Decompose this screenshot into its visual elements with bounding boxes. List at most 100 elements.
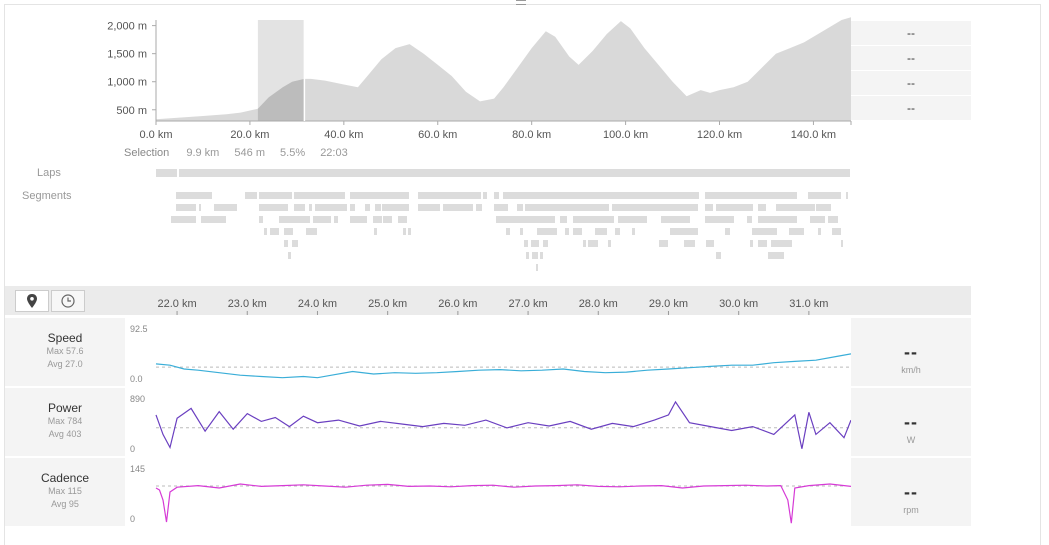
segment-bar[interactable] — [279, 216, 310, 223]
segment-bar[interactable] — [503, 192, 699, 199]
segment-bar[interactable] — [483, 192, 487, 199]
segment-bar[interactable] — [526, 252, 529, 259]
segment-bar[interactable] — [705, 204, 713, 211]
segment-bar[interactable] — [292, 240, 298, 247]
segment-bar[interactable] — [524, 240, 528, 247]
segment-bar[interactable] — [350, 216, 367, 223]
segment-bar[interactable] — [828, 216, 838, 223]
segment-bar[interactable] — [588, 240, 598, 247]
segment-bar[interactable] — [716, 252, 721, 259]
segment-bar[interactable] — [259, 216, 263, 223]
segment-bar[interactable] — [176, 204, 196, 211]
segment-bar[interactable] — [264, 228, 267, 235]
segment-bar[interactable] — [496, 216, 555, 223]
time-view-button[interactable] — [51, 290, 85, 312]
segment-bar[interactable] — [608, 240, 611, 247]
segment-bar[interactable] — [334, 216, 338, 223]
segment-bar[interactable] — [618, 216, 647, 223]
segment-bar[interactable] — [706, 240, 714, 247]
power-chart[interactable] — [125, 388, 851, 458]
segment-bar[interactable] — [403, 228, 406, 235]
segment-bar[interactable] — [543, 240, 548, 247]
segment-bar[interactable] — [494, 204, 508, 211]
segment-bar[interactable] — [270, 228, 279, 235]
segment-bar[interactable] — [309, 204, 312, 211]
segment-bar[interactable] — [383, 216, 392, 223]
segment-bar[interactable] — [789, 228, 804, 235]
segment-bar[interactable] — [771, 240, 792, 247]
cadence-chart[interactable] — [125, 458, 851, 528]
segment-bar[interactable] — [284, 228, 293, 235]
segment-bar[interactable] — [259, 192, 292, 199]
segment-bar[interactable] — [418, 204, 440, 211]
segment-bar[interactable] — [768, 252, 784, 259]
segment-bar[interactable] — [536, 264, 538, 271]
segment-bar[interactable] — [573, 216, 614, 223]
segment-bar[interactable] — [214, 204, 237, 211]
segment-bar[interactable] — [725, 228, 730, 235]
segment-bar[interactable] — [583, 240, 586, 247]
segment-bar[interactable] — [758, 216, 797, 223]
segment-bar[interactable] — [659, 240, 668, 247]
segment-bar[interactable] — [531, 240, 539, 247]
segment-bar[interactable] — [476, 204, 482, 211]
segment-bar[interactable] — [259, 204, 288, 211]
segment-bar[interactable] — [375, 204, 381, 211]
segment-bar[interactable] — [705, 216, 734, 223]
segment-bar[interactable] — [716, 204, 753, 211]
segment-bar[interactable] — [315, 204, 347, 211]
segment-bar[interactable] — [373, 216, 382, 223]
segment-bar[interactable] — [382, 204, 409, 211]
lap-bar[interactable] — [179, 169, 850, 177]
segment-bar[interactable] — [808, 192, 841, 199]
segment-bar[interactable] — [294, 204, 305, 211]
segment-bar[interactable] — [818, 228, 821, 235]
drag-handle-icon[interactable] — [516, 0, 526, 5]
segment-bar[interactable] — [350, 192, 409, 199]
lap-bar[interactable] — [156, 169, 177, 177]
segment-bar[interactable] — [670, 228, 698, 235]
segment-bar[interactable] — [573, 228, 582, 235]
segment-bar[interactable] — [494, 192, 499, 199]
segment-bar[interactable] — [313, 216, 331, 223]
segment-bar[interactable] — [615, 228, 620, 235]
segment-bar[interactable] — [705, 192, 797, 199]
segment-bar[interactable] — [365, 204, 370, 211]
segment-bar[interactable] — [846, 192, 848, 199]
segment-bar[interactable] — [288, 252, 291, 259]
segment-bar[interactable] — [776, 204, 815, 211]
map-view-button[interactable] — [15, 290, 49, 312]
segment-bar[interactable] — [306, 228, 317, 235]
segment-bar[interactable] — [841, 240, 843, 247]
elevation-overview-chart[interactable]: 500 m 1,000 m 1,500 m 2,000 m 0.0 km 20.0 km… — [0, 0, 1049, 150]
segment-bar[interactable] — [540, 252, 543, 259]
segment-bar[interactable] — [350, 204, 355, 211]
segment-bar[interactable] — [684, 240, 695, 247]
segment-bar[interactable] — [816, 204, 831, 211]
segment-bar[interactable] — [532, 252, 538, 259]
segment-bar[interactable] — [661, 216, 690, 223]
segment-bar[interactable] — [758, 204, 766, 211]
segment-bar[interactable] — [201, 216, 226, 223]
segment-bar[interactable] — [560, 216, 567, 223]
segment-bar[interactable] — [245, 192, 257, 199]
speed-chart[interactable] — [125, 318, 851, 388]
segment-bar[interactable] — [565, 228, 569, 235]
segment-bar[interactable] — [747, 216, 752, 223]
segment-bar[interactable] — [506, 228, 510, 235]
segment-bar[interactable] — [199, 204, 201, 211]
segment-bar[interactable] — [517, 204, 523, 211]
segment-bar[interactable] — [810, 216, 825, 223]
segment-bar[interactable] — [612, 204, 698, 211]
segment-bar[interactable] — [750, 240, 753, 247]
segment-bar[interactable] — [632, 228, 635, 235]
segment-bar[interactable] — [294, 192, 345, 199]
segment-bar[interactable] — [832, 228, 841, 235]
segment-bar[interactable] — [752, 228, 777, 235]
segment-bar[interactable] — [398, 216, 407, 223]
segment-bar[interactable] — [758, 240, 767, 247]
segment-bar[interactable] — [408, 228, 411, 235]
segment-bar[interactable] — [284, 240, 288, 247]
segment-bar[interactable] — [595, 228, 607, 235]
segment-bar[interactable] — [443, 204, 473, 211]
